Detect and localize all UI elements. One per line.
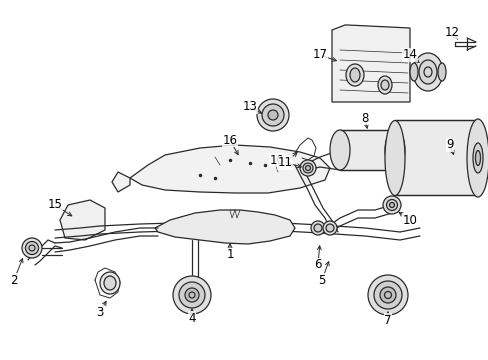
Text: 6: 6 [314,258,321,271]
Ellipse shape [329,130,349,170]
Ellipse shape [267,110,278,120]
Ellipse shape [389,202,394,207]
Text: 13: 13 [242,100,257,113]
Text: 3: 3 [96,306,103,319]
Ellipse shape [472,143,482,173]
Text: 1: 1 [226,248,233,261]
Ellipse shape [303,163,312,173]
Text: 12: 12 [444,26,459,39]
Ellipse shape [299,160,315,176]
Polygon shape [130,145,329,193]
Ellipse shape [305,166,310,171]
Text: 10: 10 [402,213,417,226]
Ellipse shape [409,63,417,81]
Text: 4: 4 [188,311,195,324]
Ellipse shape [349,68,359,82]
Text: 5: 5 [318,274,325,287]
Text: 10: 10 [269,153,284,166]
Text: 17: 17 [312,49,327,62]
Text: 9: 9 [446,139,453,152]
Ellipse shape [25,242,39,255]
Ellipse shape [437,63,445,81]
Ellipse shape [384,130,404,170]
Bar [339,130,394,170]
Ellipse shape [313,224,321,232]
Polygon shape [155,210,294,244]
Ellipse shape [418,60,436,84]
Text: 11: 11 [277,157,292,170]
Polygon shape [112,172,130,192]
Polygon shape [60,200,105,240]
Text: 14: 14 [402,49,417,62]
Ellipse shape [373,281,401,309]
Ellipse shape [184,288,199,302]
Text: 2: 2 [10,274,18,287]
Text: 16: 16 [222,134,237,147]
Ellipse shape [173,276,210,314]
Text: 15: 15 [47,198,62,211]
Ellipse shape [386,199,397,211]
Ellipse shape [382,196,400,214]
Ellipse shape [100,272,120,294]
Ellipse shape [104,276,116,290]
Ellipse shape [380,80,388,90]
Ellipse shape [412,53,442,91]
Ellipse shape [367,275,407,315]
Ellipse shape [179,282,204,308]
Ellipse shape [474,150,480,166]
Ellipse shape [325,224,333,232]
Text: 8: 8 [361,112,368,125]
Ellipse shape [257,99,288,131]
Ellipse shape [384,121,404,195]
Ellipse shape [262,104,284,126]
Polygon shape [331,25,409,102]
Ellipse shape [377,76,391,94]
Ellipse shape [346,64,363,86]
Ellipse shape [466,119,488,197]
Ellipse shape [22,238,42,258]
Bar [394,120,477,195]
Text: 7: 7 [384,314,391,327]
Ellipse shape [323,221,336,235]
Ellipse shape [310,221,325,235]
Ellipse shape [379,287,395,303]
